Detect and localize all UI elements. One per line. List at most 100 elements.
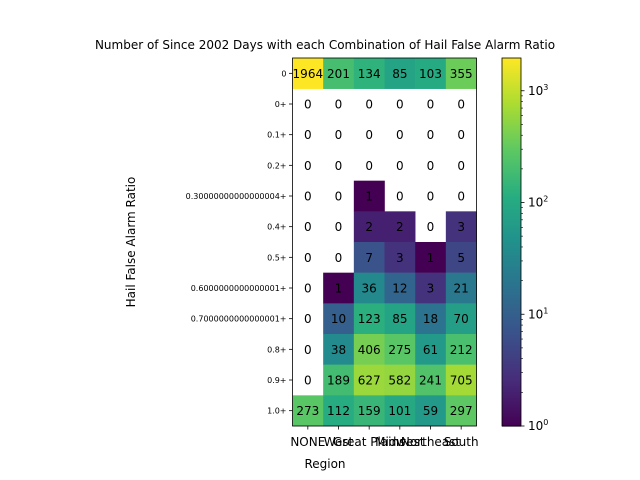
colorbar-strip bbox=[502, 422, 521, 425]
heatmap-cell bbox=[353, 334, 385, 365]
colorbar-strip bbox=[502, 204, 521, 207]
colorbar-strip bbox=[502, 186, 521, 189]
cell-value-label: 0 bbox=[457, 128, 465, 142]
colorbar-strip bbox=[502, 308, 521, 311]
x-tick-label: South bbox=[444, 435, 479, 449]
y-axis-ticks: 0 0+ 0.1+ 0.2+ 0.30000000000000004+ 0.4+ 0.5+ 0… bbox=[186, 69, 293, 416]
colorbar-strip bbox=[502, 326, 521, 329]
colorbar-tick-label: 100 bbox=[528, 418, 548, 433]
colorbar-strip bbox=[502, 264, 521, 267]
cell-value-label: 0 bbox=[304, 282, 312, 296]
heatmap-cell bbox=[415, 364, 447, 396]
cell-value-label: 0 bbox=[427, 128, 435, 142]
cell-value-label: 0 bbox=[304, 220, 312, 234]
cell-value-label: 0 bbox=[304, 374, 312, 388]
colorbar-frame bbox=[501, 57, 522, 427]
heatmap-cell bbox=[292, 395, 324, 427]
colorbar-strip bbox=[502, 376, 521, 379]
cell-value-label: 0 bbox=[396, 159, 404, 173]
colorbar-strip bbox=[502, 64, 521, 67]
colorbar-strip bbox=[502, 390, 521, 393]
colorbar-strip bbox=[502, 378, 521, 381]
colorbar-strip bbox=[502, 76, 521, 79]
colorbar-strip bbox=[502, 112, 521, 115]
colorbar-strip bbox=[502, 292, 521, 295]
colorbar-strip bbox=[502, 142, 521, 145]
colorbar-strip bbox=[502, 350, 521, 353]
y-tick-label: 0.2+ bbox=[267, 161, 286, 170]
colorbar-strip bbox=[502, 206, 521, 209]
colorbar-strip bbox=[502, 70, 521, 73]
cell-value-label: 0 bbox=[427, 220, 435, 234]
heatmap-cell bbox=[323, 303, 355, 335]
colorbar-strip bbox=[502, 124, 521, 127]
heatmap-cell bbox=[384, 242, 416, 273]
heatmap-cell bbox=[353, 180, 385, 212]
colorbar-strip bbox=[502, 276, 521, 279]
colorbar-strip bbox=[502, 248, 521, 251]
colorbar-strip bbox=[502, 280, 521, 283]
heatmap-cell bbox=[445, 303, 477, 335]
cell-value-label: 134 bbox=[358, 67, 381, 81]
x-tick-label: NONE bbox=[290, 435, 325, 449]
colorbar-strip bbox=[502, 106, 521, 109]
colorbar-strip bbox=[502, 212, 521, 215]
cell-value-label: 0 bbox=[304, 343, 312, 357]
colorbar-strip bbox=[502, 322, 521, 325]
colorbar-strip bbox=[502, 418, 521, 421]
colorbar-strip bbox=[502, 92, 521, 95]
colorbar-strip bbox=[502, 174, 521, 177]
colorbar-strip bbox=[502, 392, 521, 395]
cell-value-label: 2 bbox=[396, 220, 404, 234]
cell-value-label: 3 bbox=[457, 220, 465, 234]
colorbar-strip bbox=[502, 194, 521, 197]
colorbar-strip bbox=[502, 298, 521, 301]
colorbar-strip bbox=[502, 144, 521, 147]
y-tick-label: 0.8+ bbox=[267, 345, 286, 354]
colorbar-strip bbox=[502, 82, 521, 85]
colorbar-strip bbox=[502, 86, 521, 89]
y-tick-label: 0 bbox=[281, 69, 286, 78]
heatmap-cell bbox=[445, 242, 477, 273]
colorbar-strip bbox=[502, 310, 521, 313]
heatmap-cell bbox=[353, 395, 385, 427]
colorbar-strip bbox=[502, 134, 521, 137]
colorbar-strip bbox=[502, 344, 521, 347]
colorbar-strip bbox=[502, 78, 521, 81]
cell-value-label: 0 bbox=[427, 190, 435, 204]
cell-value-label: 159 bbox=[358, 404, 381, 418]
colorbar-strip bbox=[502, 284, 521, 287]
colorbar-strip bbox=[502, 66, 521, 69]
heatmap-cell bbox=[323, 364, 355, 396]
heatmap-cell bbox=[292, 58, 324, 89]
heatmap-cell bbox=[445, 334, 477, 365]
heatmap-cell bbox=[384, 395, 416, 427]
heatmap-cell bbox=[445, 395, 477, 427]
heatmap-cell bbox=[415, 242, 447, 273]
colorbar-strip bbox=[502, 150, 521, 153]
colorbar-strip bbox=[502, 340, 521, 343]
colorbar-strip bbox=[502, 336, 521, 339]
colorbar-strip bbox=[502, 304, 521, 307]
colorbar-strip bbox=[502, 300, 521, 303]
colorbar-strip bbox=[502, 202, 521, 205]
heatmap-cell bbox=[323, 58, 355, 89]
cell-value-label: 0 bbox=[396, 128, 404, 142]
y-axis-label: Hail False Alarm Ratio bbox=[124, 177, 138, 308]
colorbar-strip bbox=[502, 258, 521, 261]
heatmap-cell bbox=[415, 303, 447, 335]
colorbar-strip bbox=[502, 164, 521, 167]
colorbar-strip bbox=[502, 324, 521, 327]
colorbar-strip bbox=[502, 380, 521, 383]
cell-value-label: 10 bbox=[331, 312, 346, 326]
y-tick-label: 0.9+ bbox=[267, 376, 286, 385]
colorbar-strip bbox=[502, 200, 521, 203]
cell-value-label: 0 bbox=[304, 312, 312, 326]
colorbar-strip bbox=[502, 138, 521, 141]
y-tick-label: 0.6000000000000001+ bbox=[191, 284, 287, 293]
colorbar-strip bbox=[502, 370, 521, 373]
heatmap-cell bbox=[445, 58, 477, 89]
colorbar-strip bbox=[502, 190, 521, 193]
